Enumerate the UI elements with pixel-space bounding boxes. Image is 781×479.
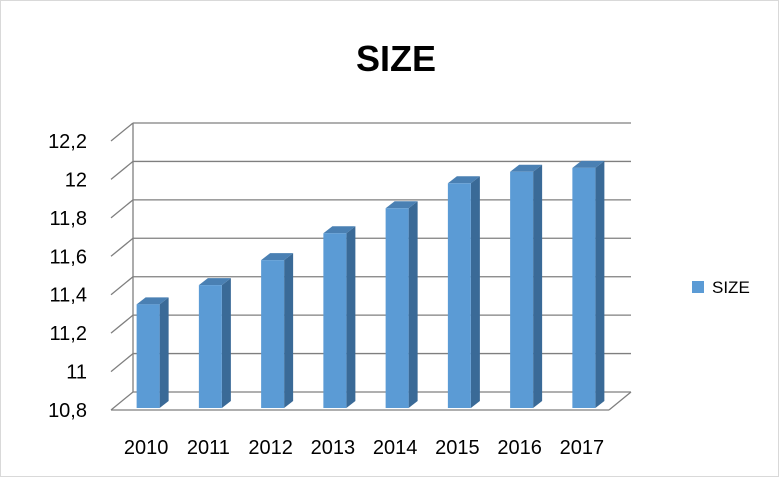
bar-2010 <box>136 297 169 408</box>
bar-side <box>284 253 294 408</box>
bar-front <box>510 171 534 408</box>
bar-2012 <box>261 253 294 408</box>
gridline-side-7 <box>110 122 134 142</box>
gridline-side-5 <box>110 199 134 219</box>
bar-top <box>198 278 231 286</box>
x-tick-label-2013: 2013 <box>311 437 356 459</box>
y-tick-label: 10,8 <box>48 400 87 422</box>
y-axis-tick-labels: 10,8 11 11,2 11,4 11,6 11,8 12 12,2 <box>48 131 87 422</box>
x-tick-label-2017: 2017 <box>560 437 605 459</box>
gridline-side-1 <box>110 353 134 373</box>
bar-2016 <box>510 164 543 408</box>
x-tick-label-2011: 2011 <box>187 437 230 459</box>
bar-front <box>261 260 285 408</box>
bar-front <box>572 167 596 408</box>
gridline-side-0 <box>110 391 134 411</box>
bar-side <box>533 164 543 408</box>
legend: SIZE <box>692 278 750 297</box>
x-tick-label-2014: 2014 <box>373 437 418 459</box>
bar-top <box>510 164 543 172</box>
bar-2011 <box>198 278 231 408</box>
y-tick-label: 11 <box>66 362 87 384</box>
y-tick-label: 12,2 <box>48 131 87 153</box>
chart-title: SIZE <box>356 38 436 79</box>
bar-top <box>136 297 169 305</box>
y-tick-label: 11,8 <box>50 208 87 230</box>
bar-front <box>447 183 471 408</box>
x-axis-tick-labels: 2010 2011 2012 2013 2014 2015 2016 2017 <box>124 437 604 459</box>
bar-top <box>447 176 480 184</box>
gridline-side-2 <box>110 314 134 334</box>
y-tick-label: 12 <box>65 169 87 191</box>
y-tick-label: 11,6 <box>50 246 87 268</box>
bar-front <box>198 285 222 408</box>
bar-side <box>159 297 169 408</box>
y-tick-label: 11,4 <box>50 285 87 307</box>
legend-swatch-size <box>692 281 704 293</box>
bars <box>136 160 605 408</box>
bar-top <box>572 160 605 168</box>
bar-side <box>346 226 356 408</box>
bar-side <box>595 160 605 408</box>
bar-top <box>385 201 418 209</box>
bar-side <box>221 278 231 408</box>
bar-front <box>323 233 347 408</box>
bar-top <box>261 253 294 261</box>
bar-2017 <box>572 160 605 408</box>
x-tick-label-2012: 2012 <box>248 437 293 459</box>
bar-front <box>136 304 160 408</box>
legend-label-size: SIZE <box>712 278 750 297</box>
gridline-side-4 <box>110 237 134 257</box>
gridline-side-3 <box>110 276 134 296</box>
x-tick-label-2010: 2010 <box>124 437 169 459</box>
y-tick-label: 11,2 <box>50 323 87 345</box>
gridlines <box>110 122 632 411</box>
bar-side <box>470 176 480 408</box>
bar-top <box>323 226 356 234</box>
bar-2014 <box>385 201 418 408</box>
gridline-side-6 <box>110 160 134 180</box>
floor-right-edge <box>608 391 632 411</box>
bar-side <box>408 201 418 408</box>
bar-2015 <box>447 176 480 408</box>
bar-front <box>385 208 409 408</box>
x-tick-label-2015: 2015 <box>435 437 480 459</box>
bar-2013 <box>323 226 356 408</box>
x-tick-label-2016: 2016 <box>497 437 542 459</box>
